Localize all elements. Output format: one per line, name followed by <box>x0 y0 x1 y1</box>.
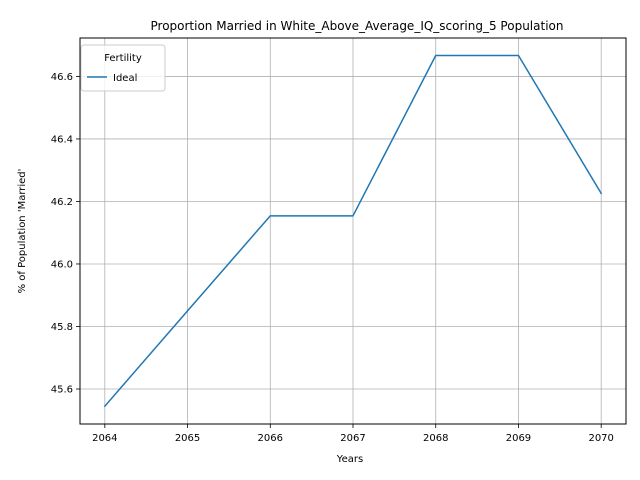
y-tick-label: 46.2 <box>51 197 73 208</box>
legend-title: Fertility <box>104 53 142 64</box>
y-axis: 45.6 45.8 46.0 46.2 46.4 46.6 <box>51 72 80 395</box>
y-tick-label: 46.6 <box>51 72 73 83</box>
x-tick-label: 2066 <box>258 433 283 444</box>
y-tick-label: 45.6 <box>51 384 73 395</box>
x-tick-label: 2067 <box>340 433 365 444</box>
x-tick-label: 2070 <box>588 433 613 444</box>
x-tick-label: 2068 <box>423 433 448 444</box>
x-axis-label: Years <box>336 454 363 465</box>
grid <box>80 38 626 424</box>
legend-box <box>80 44 166 92</box>
y-tick-label: 45.8 <box>51 322 73 333</box>
series-line-ideal <box>103 54 603 408</box>
series-layer <box>103 54 603 408</box>
y-tick-label: 46.0 <box>51 259 73 270</box>
y-axis-label: % of Population 'Married' <box>17 169 28 294</box>
x-tick-label: 2064 <box>92 433 117 444</box>
y-tick-label: 46.4 <box>51 134 73 145</box>
chart-title: Proportion Married in White_Above_Averag… <box>151 19 564 33</box>
x-axis: 2064 2065 2066 2067 2068 2069 2070 <box>92 424 614 444</box>
x-tick-label: 2069 <box>506 433 531 444</box>
legend-label: Ideal <box>113 73 137 84</box>
x-tick-label: 2065 <box>175 433 200 444</box>
legend: Fertility Ideal <box>80 44 166 92</box>
